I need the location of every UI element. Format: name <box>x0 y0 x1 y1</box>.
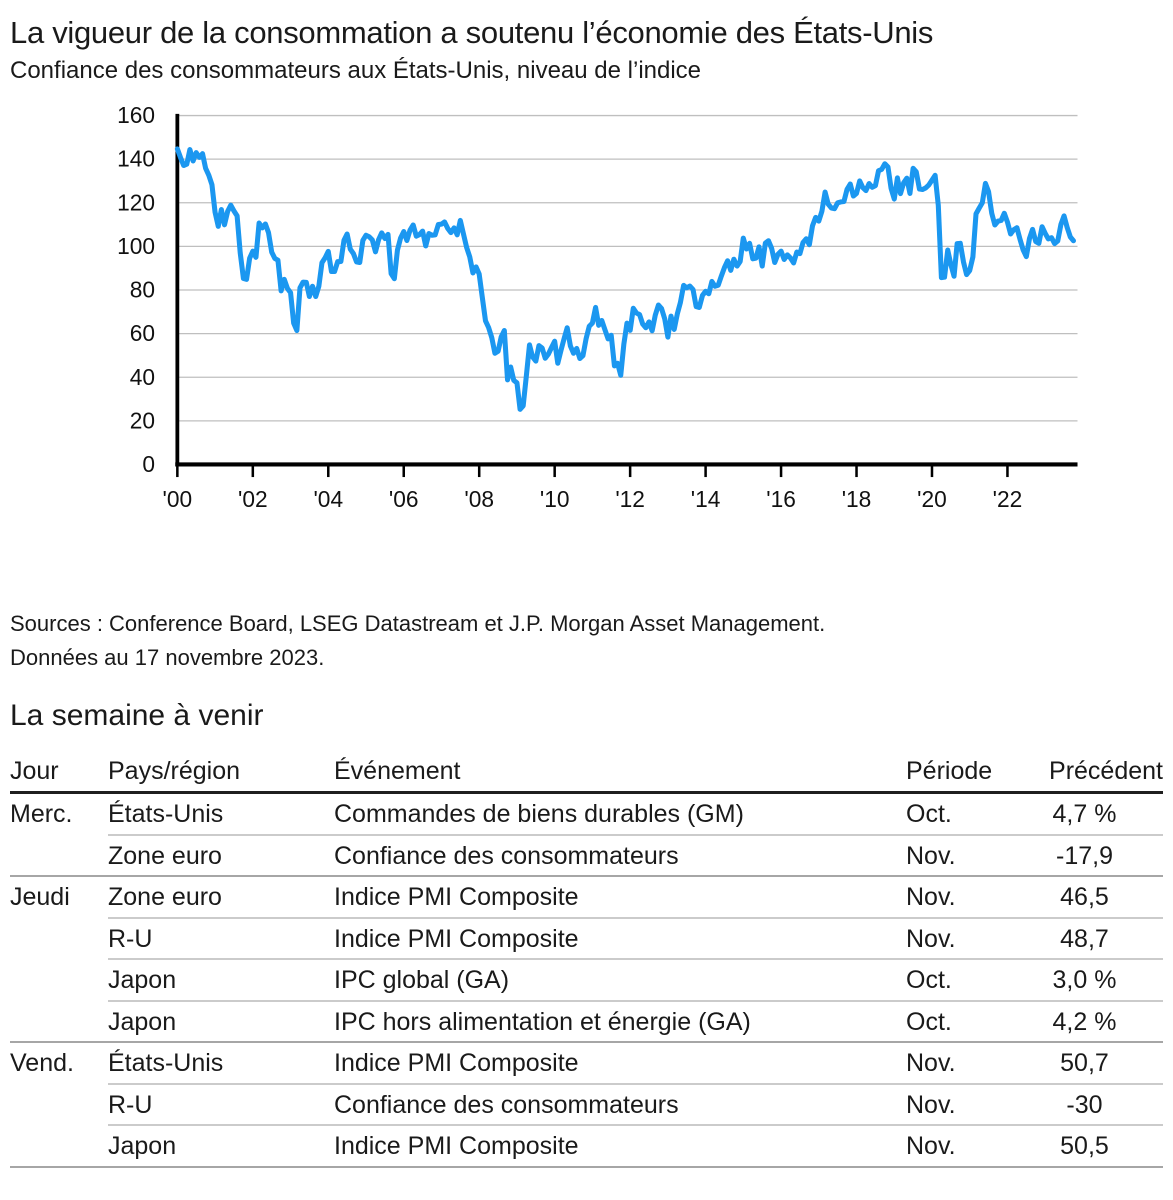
table-row: Jeudi Zone euro Indice PMI Composite Nov. 46… <box>10 877 1163 919</box>
x-tick-label: '04 <box>313 486 343 512</box>
table-row: R-U Indice PMI Composite Nov. 48,7 <box>10 919 1163 961</box>
col-header-periode: Période <box>906 756 993 785</box>
cell-period: Oct. <box>906 966 952 995</box>
x-tick-label: '02 <box>238 486 268 512</box>
cell-region: Zone euro <box>108 883 222 912</box>
table-row: Zone euro Confiance des consommateurs Nov.… <box>10 836 1163 878</box>
cell-region: Japon <box>108 1007 177 1036</box>
page-title: La vigueur de la consommation a soutenu … <box>10 15 934 50</box>
cell-event: Indice PMI Composite <box>334 883 579 912</box>
cell-previous: 4,7 % <box>1052 800 1117 829</box>
cell-period: Oct. <box>906 800 952 829</box>
y-tick-label: 160 <box>117 102 155 128</box>
col-header-jour: Jour <box>10 756 59 785</box>
cell-period: Oct. <box>906 1007 952 1036</box>
x-tick-label: '20 <box>917 486 947 512</box>
cell-day: Merc. <box>10 800 73 829</box>
consumer-confidence-series-line <box>174 146 1076 412</box>
chart-sources: Sources : Conference Board, LSEG Datastr… <box>10 607 1163 675</box>
consumer-confidence-line-chart: 0 20 40 60 80 100 120 140 160 '00 '02 '04 '06 '08 '10 '… <box>117 102 1078 512</box>
cell-region: États-Unis <box>108 800 224 829</box>
cell-event: Confiance des consommateurs <box>334 841 679 870</box>
col-header-precedent: Précédent <box>1049 756 1163 785</box>
cell-region: R-U <box>108 924 153 953</box>
cell-previous: -30 <box>1066 1090 1103 1119</box>
x-tick-label: '12 <box>615 486 645 512</box>
y-tick-label: 20 <box>130 407 155 433</box>
cell-previous: 46,5 <box>1060 883 1109 912</box>
table-row: Vend. États-Unis Indice PMI Composite Nov. 5… <box>10 1043 1163 1085</box>
x-tick-label: '08 <box>464 486 494 512</box>
cell-event: Indice PMI Composite <box>334 924 579 953</box>
cell-day: Jeudi <box>10 883 70 912</box>
y-tick-label: 0 <box>142 451 155 477</box>
cell-event: Commandes de biens durables (GM) <box>334 800 744 829</box>
cell-region: Japon <box>108 1132 177 1161</box>
source-line-2: Données au 17 novembre 2023. <box>10 645 325 670</box>
cell-previous: -17,9 <box>1056 841 1113 870</box>
cell-previous: 50,7 <box>1060 1049 1109 1078</box>
table-row: Merc. États-Unis Commandes de biens durabl… <box>10 794 1163 836</box>
cell-previous: 3,0 % <box>1052 966 1117 995</box>
cell-period: Nov. <box>906 1132 956 1161</box>
cell-region: R-U <box>108 1090 153 1119</box>
y-tick-label: 40 <box>130 364 155 390</box>
y-tick-label: 120 <box>117 189 155 215</box>
week-ahead-heading: La semaine à venir <box>10 699 264 732</box>
y-tick-label: 60 <box>130 320 155 346</box>
cell-event: IPC global (GA) <box>334 966 510 995</box>
table-row: Japon Indice PMI Composite Nov. 50,5 <box>10 1126 1163 1168</box>
x-tick-label: '16 <box>766 486 796 512</box>
cell-period: Nov. <box>906 924 956 953</box>
col-header-pays: Pays/région <box>108 756 241 785</box>
cell-period: Nov. <box>906 1049 956 1078</box>
cell-event: IPC hors alimentation et énergie (GA) <box>334 1007 751 1036</box>
cell-previous: 4,2 % <box>1052 1007 1117 1036</box>
week-ahead-table: Jour Pays/région Événement Période Précé… <box>10 751 1163 1168</box>
table-body: Merc. États-Unis Commandes de biens durabl… <box>10 794 1163 1168</box>
table-row: R-U Confiance des consommateurs Nov. -30 <box>10 1085 1163 1127</box>
y-tick-label: 140 <box>117 146 155 172</box>
cell-region: Zone euro <box>108 841 222 870</box>
cell-period: Nov. <box>906 841 956 870</box>
x-tick-label: '14 <box>691 486 721 512</box>
table-row: Japon IPC hors alimentation et énergie (G… <box>10 1002 1163 1044</box>
table-header-row: Jour Pays/région Événement Période Précé… <box>10 751 1163 794</box>
cell-event: Indice PMI Composite <box>334 1132 579 1161</box>
x-tick-label: '00 <box>163 486 193 512</box>
source-line-1: Sources : Conference Board, LSEG Datastr… <box>10 611 826 636</box>
cell-previous: 50,5 <box>1060 1132 1109 1161</box>
y-tick-label: 100 <box>117 233 155 259</box>
y-tick-label: 80 <box>130 277 155 303</box>
chart-subtitle: Confiance des consommateurs aux États-Un… <box>10 57 702 84</box>
x-tick-label: '22 <box>993 486 1023 512</box>
cell-previous: 48,7 <box>1060 924 1109 953</box>
x-tick-label: '18 <box>842 486 872 512</box>
cell-period: Nov. <box>906 883 956 912</box>
cell-event: Indice PMI Composite <box>334 1049 579 1078</box>
col-header-evenement: Événement <box>334 756 461 785</box>
cell-event: Confiance des consommateurs <box>334 1090 679 1119</box>
cell-period: Nov. <box>906 1090 956 1119</box>
x-tick-label: '06 <box>389 486 419 512</box>
cell-day: Vend. <box>10 1049 74 1078</box>
cell-region: États-Unis <box>108 1049 224 1078</box>
cell-region: Japon <box>108 966 177 995</box>
table-row: Japon IPC global (GA) Oct. 3,0 % <box>10 960 1163 1002</box>
x-tick-label: '10 <box>540 486 570 512</box>
